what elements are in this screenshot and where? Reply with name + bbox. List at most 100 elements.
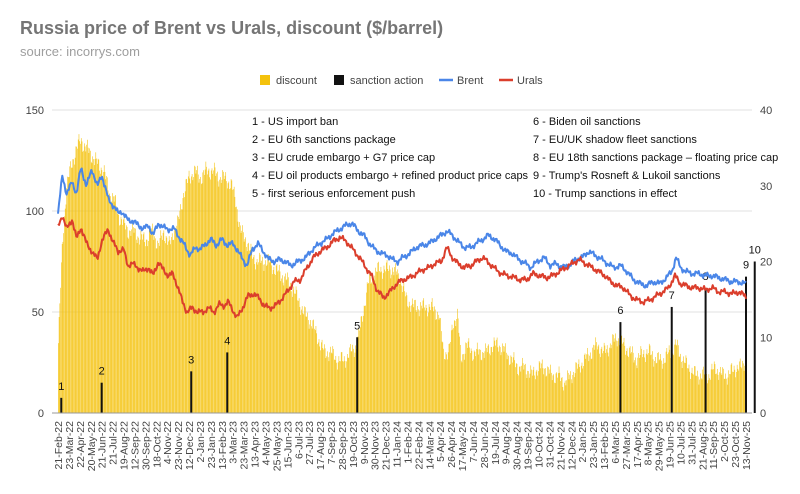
discount-bar [520,371,522,413]
discount-bar [418,309,419,413]
discount-bar [187,182,188,413]
discount-bar [371,282,373,413]
discount-bar [136,239,137,413]
discount-bar [193,177,194,413]
discount-bar [248,242,249,413]
discount-bar [554,383,556,413]
discount-bar [171,233,173,413]
discount-bar [518,375,519,413]
discount-bar [164,240,165,413]
annotation-note: 2 - EU 6th sanctions package [252,134,396,146]
discount-bar [378,261,379,413]
discount-bar [202,172,204,413]
discount-bar [500,355,502,413]
discount-bar [122,224,123,413]
discount-bar [392,267,393,413]
discount-bar [649,345,651,413]
discount-bar [463,354,464,413]
discount-bar [535,379,536,413]
sanction-bar [670,306,673,413]
discount-bar [253,255,255,413]
discount-bar [736,372,737,413]
discount-bar [532,370,534,413]
discount-bar [511,356,512,413]
discount-bar [731,363,733,413]
x-tick-label: 19-Oct-23 [348,421,360,468]
discount-bar [232,189,233,413]
sanction-bars: 1 2 3 4 5 6 7 8 910 [58,245,761,413]
discount-bar [60,287,61,413]
discount-bar [727,377,729,413]
discount-bar [470,353,471,413]
discount-bar [473,350,475,413]
discount-bar [419,310,421,413]
discount-bar [236,209,238,413]
discount-bar [169,240,171,413]
discount-bar [223,171,224,413]
discount-bar [496,337,498,413]
discount-bar [389,269,391,413]
discount-bar [69,166,71,413]
discount-bar [355,345,356,413]
discount-bar [414,300,415,413]
discount-bar [477,349,479,413]
discount-bar [210,170,212,413]
discount-bar [720,366,721,413]
discount-bar [106,177,108,413]
discount-bar [687,368,689,413]
discount-bar [165,235,167,413]
discount-bar [367,283,369,413]
discount-bar [227,183,229,413]
discount-bar [147,246,149,413]
discount-bar [691,367,693,413]
discount-bar [493,337,495,413]
discount-bar [150,235,152,413]
discount-bar [119,224,121,413]
discount-bar [635,365,637,413]
discount-bar [308,320,309,413]
discount-bar [587,347,588,413]
discount-bar [340,361,341,413]
discount-bar [519,366,521,413]
discount-bar [344,360,346,413]
discount-bar [346,354,348,413]
discount-bar [240,232,242,413]
discount-bar [300,314,301,413]
discount-bar [291,296,293,413]
discount-bar [257,264,259,413]
discount-bar [109,193,110,413]
x-tick-label: 23-Jan-23 [206,421,218,468]
discount-bar [67,177,69,413]
discount-bar [197,174,199,413]
discount-bar [476,342,478,413]
discount-bar [163,230,165,413]
discount-bar [437,314,439,413]
discount-bar [483,352,484,413]
discount-bar [421,305,422,413]
discount-bar [659,359,661,413]
discount-bar [116,206,117,413]
discount-bar [400,279,402,413]
discount-bar [200,176,201,413]
discount-bar [214,167,216,413]
discount-bar [88,152,90,413]
discount-bar [304,306,305,413]
discount-bar [127,237,129,413]
x-tick-label: 31-Jul-25 [686,421,698,465]
legend-brent-label: Brent [457,75,483,87]
discount-bar [90,150,91,414]
x-tick-label: 12-Dec-24 [566,421,578,470]
discount-bar [739,358,741,413]
discount-bar [332,346,334,413]
discount-bar [486,352,488,413]
discount-bar [392,271,394,413]
discount-bar [740,366,742,413]
discount-bar [703,374,705,413]
discount-bar [224,175,226,413]
discount-bar [242,225,243,413]
annotation-note: 1 - US import ban [252,116,338,128]
discount-bar [737,368,739,413]
discount-bar [486,347,487,413]
discount-bar [275,274,276,413]
